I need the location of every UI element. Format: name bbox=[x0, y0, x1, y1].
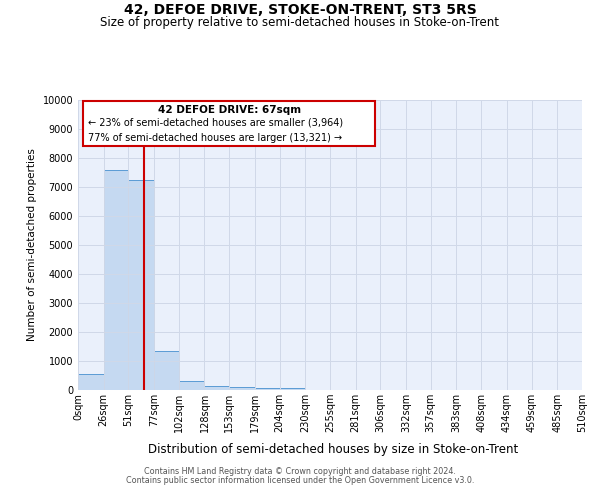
Bar bbox=[179, 382, 205, 390]
Text: Contains HM Land Registry data © Crown copyright and database right 2024.: Contains HM Land Registry data © Crown c… bbox=[144, 467, 456, 476]
Bar bbox=[104, 170, 128, 390]
Bar bbox=[229, 387, 255, 390]
Y-axis label: Number of semi-detached properties: Number of semi-detached properties bbox=[27, 148, 37, 342]
Text: Distribution of semi-detached houses by size in Stoke-on-Trent: Distribution of semi-detached houses by … bbox=[148, 442, 518, 456]
Text: Contains public sector information licensed under the Open Government Licence v3: Contains public sector information licen… bbox=[126, 476, 474, 485]
Text: 77% of semi-detached houses are larger (13,321) →: 77% of semi-detached houses are larger (… bbox=[88, 134, 342, 143]
Text: Size of property relative to semi-detached houses in Stoke-on-Trent: Size of property relative to semi-detach… bbox=[101, 16, 499, 29]
Bar bbox=[205, 386, 229, 390]
Bar bbox=[154, 351, 179, 390]
Bar bbox=[78, 374, 104, 390]
Bar bbox=[280, 388, 305, 390]
Text: 42 DEFOE DRIVE: 67sqm: 42 DEFOE DRIVE: 67sqm bbox=[158, 105, 301, 115]
FancyBboxPatch shape bbox=[83, 102, 376, 146]
Text: ← 23% of semi-detached houses are smaller (3,964): ← 23% of semi-detached houses are smalle… bbox=[88, 117, 343, 127]
Bar bbox=[128, 180, 154, 390]
Text: 42, DEFOE DRIVE, STOKE-ON-TRENT, ST3 5RS: 42, DEFOE DRIVE, STOKE-ON-TRENT, ST3 5RS bbox=[124, 2, 476, 16]
Bar bbox=[255, 388, 280, 390]
